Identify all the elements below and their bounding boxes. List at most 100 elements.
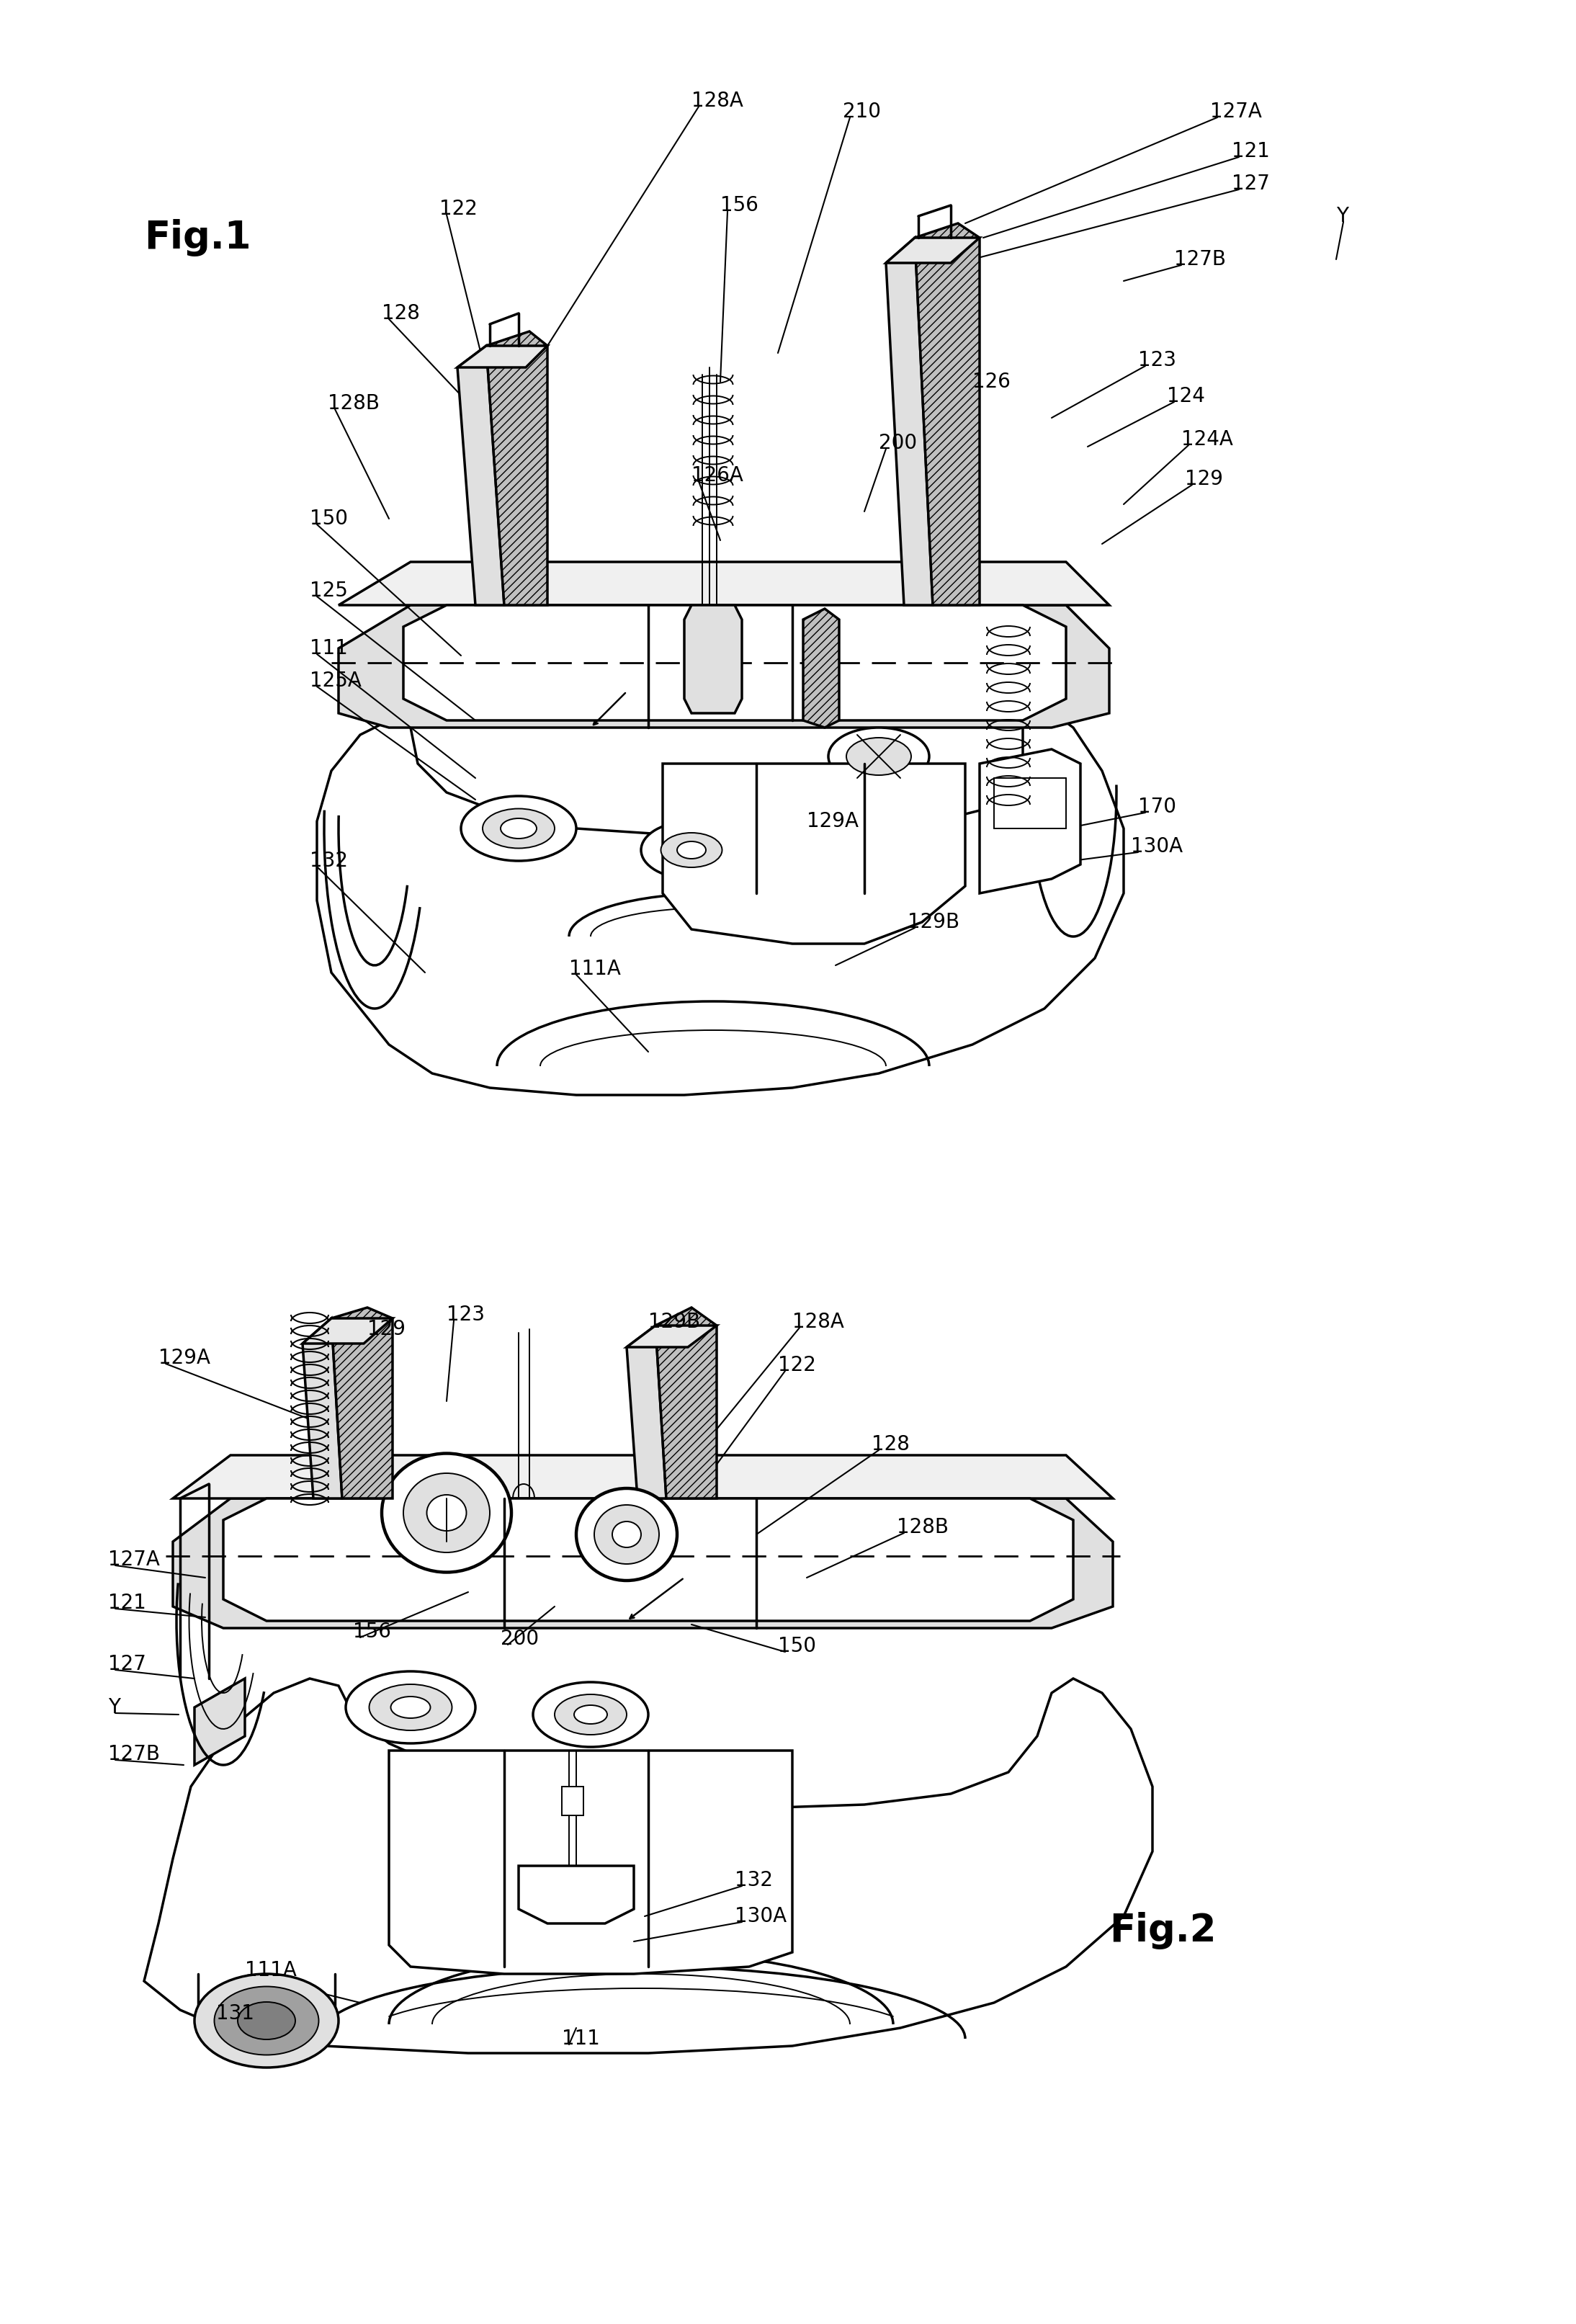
Polygon shape [487,332,547,604]
Polygon shape [224,1499,1073,1620]
Text: 128: 128 [872,1434,909,1455]
Text: 124A: 124A [1182,430,1232,449]
Text: 111: 111 [310,639,348,658]
Text: 131: 131 [216,2003,254,2024]
Text: 128: 128 [381,304,419,323]
Text: Fig.2: Fig.2 [1110,1913,1217,1950]
Text: 127B: 127B [109,1743,159,1764]
Text: 124: 124 [1166,386,1206,407]
Ellipse shape [345,1671,476,1743]
Polygon shape [561,1787,583,1815]
Polygon shape [519,1866,634,1924]
Text: 111A: 111A [569,960,621,978]
Polygon shape [457,346,547,367]
Text: 127B: 127B [1174,249,1226,270]
Text: 128A: 128A [692,91,744,112]
Text: 125: 125 [310,581,348,602]
Polygon shape [194,1678,244,1764]
Text: 130A: 130A [1132,837,1184,858]
Text: 122: 122 [779,1355,816,1376]
Ellipse shape [555,1694,627,1734]
Polygon shape [662,765,965,944]
Text: 156: 156 [720,195,758,216]
Text: 127: 127 [109,1655,147,1673]
Polygon shape [627,1325,667,1499]
Ellipse shape [846,737,911,776]
Text: 129B: 129B [648,1311,700,1332]
Ellipse shape [391,1697,430,1717]
Text: 127: 127 [1232,174,1270,193]
Text: 128A: 128A [793,1311,845,1332]
Polygon shape [317,706,1124,1095]
Polygon shape [886,237,980,263]
Ellipse shape [611,1522,641,1548]
Ellipse shape [194,1973,339,2068]
Polygon shape [389,1750,793,1973]
Text: 200: 200 [501,1629,539,1650]
Ellipse shape [577,1487,678,1580]
Text: 210: 210 [843,102,881,121]
Text: 132: 132 [310,851,348,871]
Ellipse shape [482,809,555,848]
Ellipse shape [574,1706,607,1724]
Text: 129B: 129B [908,911,960,932]
Text: 128B: 128B [897,1518,949,1538]
Polygon shape [339,562,1110,604]
Text: 121: 121 [109,1592,147,1613]
Polygon shape [331,1308,392,1499]
Ellipse shape [238,2001,295,2040]
Ellipse shape [369,1685,452,1731]
Text: 122: 122 [440,200,478,218]
Polygon shape [980,748,1081,892]
Text: 123: 123 [1138,351,1176,370]
Ellipse shape [660,832,722,867]
Polygon shape [303,1318,342,1499]
Text: 129A: 129A [159,1348,210,1369]
Text: 129: 129 [367,1320,405,1339]
Ellipse shape [427,1494,466,1532]
Ellipse shape [678,841,706,858]
Polygon shape [457,346,504,604]
Ellipse shape [501,818,536,839]
Text: 127A: 127A [109,1550,159,1569]
Ellipse shape [829,727,930,786]
Polygon shape [339,604,1110,727]
Polygon shape [173,1455,1113,1499]
Ellipse shape [462,797,577,860]
Text: Fig.1: Fig.1 [143,218,251,256]
Polygon shape [303,1318,392,1343]
Polygon shape [684,604,742,713]
Text: 132: 132 [734,1871,772,1889]
Text: 126A: 126A [692,465,744,486]
Polygon shape [886,237,933,604]
Polygon shape [627,1325,717,1348]
Text: 130A: 130A [734,1906,786,1927]
Polygon shape [656,1308,717,1499]
Text: Y: Y [109,1697,120,1717]
Text: 170: 170 [1138,797,1176,818]
Ellipse shape [533,1683,648,1748]
Text: 127A: 127A [1210,102,1262,121]
Text: 129A: 129A [807,811,859,832]
Polygon shape [173,1499,1113,1629]
Text: 125A: 125A [310,672,361,690]
Text: 150: 150 [779,1636,816,1657]
Text: 128B: 128B [328,393,380,414]
Text: 200: 200 [879,432,917,453]
Ellipse shape [594,1506,659,1564]
Text: 129: 129 [1185,469,1223,488]
Text: 111: 111 [561,2029,600,2050]
Ellipse shape [641,820,742,878]
Ellipse shape [403,1473,490,1552]
Ellipse shape [214,1987,318,2054]
Polygon shape [403,604,1065,720]
Polygon shape [143,1678,1152,2052]
Text: 156: 156 [353,1622,391,1641]
Ellipse shape [381,1452,511,1573]
Text: Y: Y [1336,207,1349,225]
Text: 111A: 111A [244,1959,296,1980]
Text: 123: 123 [446,1304,485,1325]
Polygon shape [804,609,838,727]
Text: 150: 150 [310,509,348,530]
Polygon shape [914,223,980,604]
